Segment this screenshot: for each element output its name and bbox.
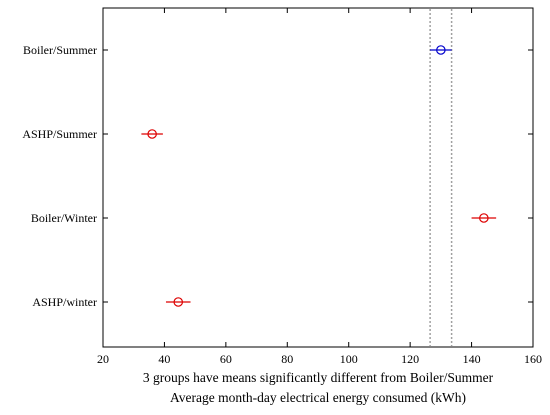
data-points	[141, 45, 497, 307]
y-category-label: ASHP/Summer	[22, 127, 97, 141]
mean-marker	[147, 129, 157, 139]
mean-marker	[173, 297, 184, 307]
x-axis-title-line2: Average month-day electrical energy cons…	[170, 390, 466, 405]
y-category-label: ASHP/winter	[32, 295, 97, 309]
x-tick-label: 100	[340, 352, 358, 366]
plot-area	[102, 7, 534, 348]
x-tick-label: 120	[401, 352, 419, 366]
x-tick-label: 80	[281, 352, 293, 366]
y-axis: Boiler/Summer ASHP/Summer Boiler/Winter ASH…	[22, 43, 533, 309]
y-category-label: Boiler/Winter	[31, 211, 97, 225]
y-category-label: Boiler/Summer	[23, 43, 97, 57]
x-axis: 20 40 60 80 100 120 140 160	[97, 8, 542, 366]
x-tick-label: 40	[158, 352, 170, 366]
x-tick-label: 160	[524, 352, 542, 366]
mean-marker	[436, 45, 446, 55]
x-tick-label: 140	[463, 352, 481, 366]
x-axis-title-line1: 3 groups have means significantly differ…	[143, 370, 494, 385]
reference-lines	[429, 9, 453, 346]
mean-marker	[479, 213, 489, 223]
x-tick-label: 20	[97, 352, 109, 366]
x-tick-label: 60	[220, 352, 232, 366]
